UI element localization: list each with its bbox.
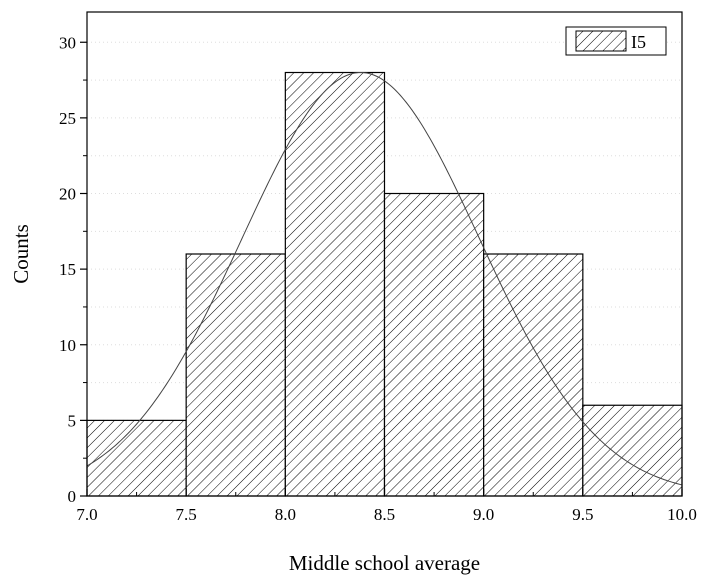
y-tick-label: 10	[59, 336, 76, 355]
axis-ticks: 7.0 7.5 8.0 8.5 9.0 9.5 10.0 0 5 10 15 20 25 30	[59, 33, 697, 524]
y-tick-label: 0	[68, 487, 77, 506]
normal-fit-curve	[86, 71, 683, 486]
legend-swatch	[575, 30, 627, 52]
histogram-bar	[582, 404, 683, 497]
x-tick-label: 8.0	[275, 505, 296, 524]
histogram-bar	[86, 419, 187, 497]
x-axis-title: Middle school average	[289, 551, 480, 575]
x-tick-label: 9.0	[473, 505, 494, 524]
x-tick-label: 9.5	[572, 505, 593, 524]
y-tick-label: 20	[59, 185, 76, 204]
x-tick-label: 10.0	[667, 505, 697, 524]
x-tick-label: 7.0	[76, 505, 97, 524]
y-tick-label: 30	[59, 33, 76, 52]
x-tick-label: 7.5	[176, 505, 197, 524]
legend: I5	[565, 26, 667, 56]
y-tick-label: 25	[59, 109, 76, 128]
histogram-bar	[185, 253, 286, 497]
y-tick-label: 5	[68, 411, 77, 430]
histogram-bars	[86, 71, 683, 497]
y-tick-label: 15	[59, 260, 76, 279]
histogram-bar	[284, 71, 386, 497]
fit-curve-layer	[86, 71, 683, 486]
y-axis-title: Counts	[9, 224, 33, 284]
x-tick-label: 8.5	[374, 505, 395, 524]
legend-label: I5	[631, 32, 646, 52]
histogram-bar	[383, 192, 485, 497]
histogram-bar	[483, 253, 584, 497]
